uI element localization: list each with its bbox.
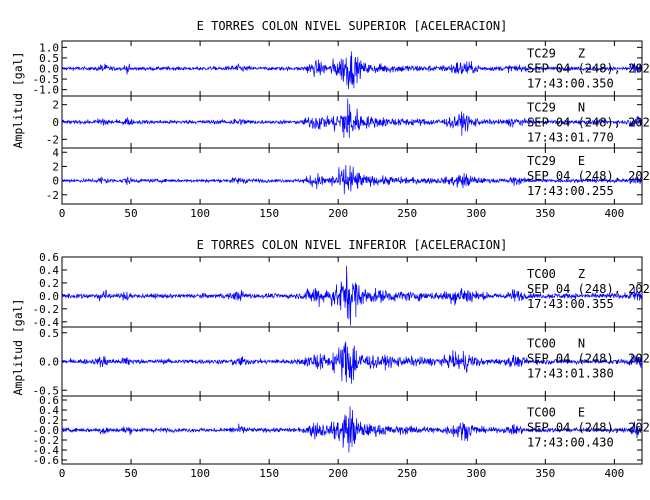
x-tick-label: 250 — [397, 467, 417, 480]
component-code: N — [578, 101, 585, 115]
component-code: E — [578, 154, 585, 168]
date-label: SEP 04 (248), 2020 — [527, 169, 650, 183]
time-label: 17:43:00.430 — [527, 435, 614, 449]
x-tick-label: 200 — [328, 207, 348, 220]
x-tick-label: 0 — [59, 207, 66, 220]
x-tick-label: 350 — [535, 207, 555, 220]
chart-panel-1: E TORRES COLON NIVEL SUPERIOR [ACELERACI… — [11, 19, 650, 220]
seismic-trace — [61, 165, 643, 195]
station-label: TC00 N — [527, 337, 585, 351]
x-tick-label: 50 — [124, 207, 137, 220]
x-tick-label: 300 — [466, 467, 486, 480]
component-code: Z — [578, 267, 585, 281]
station-code: TC00 — [527, 267, 556, 281]
station-label: TC00 E — [527, 405, 585, 419]
date-label: SEP 04 (248), 2020 — [527, 352, 650, 366]
chart-title: E TORRES COLON NIVEL SUPERIOR [ACELERACI… — [197, 19, 508, 33]
y-tick-label: 0.6 — [39, 394, 59, 407]
station-code: TC29 — [527, 101, 556, 115]
y-tick-label: 0.5 — [39, 327, 59, 340]
x-tick-label: 0 — [59, 467, 66, 480]
y-tick-label: -0.5 — [33, 384, 60, 397]
seismic-trace — [61, 406, 643, 453]
y-tick-label: 0.0 — [39, 356, 59, 369]
x-tick-label: 250 — [397, 207, 417, 220]
x-tick-label: 100 — [190, 207, 210, 220]
station-label: TC29 Z — [527, 47, 585, 61]
station-code: TC00 — [527, 405, 556, 419]
date-label: SEP 04 (248), 2020 — [527, 420, 650, 434]
date-label: SEP 04 (248), 2020 — [527, 116, 650, 130]
seismic-trace — [61, 265, 643, 326]
y-tick-label: -0.4 — [33, 444, 60, 457]
date-label: SEP 04 (248), 2020 — [527, 282, 650, 296]
y-axis-label: Amplitud [gal] — [11, 299, 25, 396]
y-tick-label: 0.2 — [39, 277, 59, 290]
x-tick-label: 350 — [535, 467, 555, 480]
x-tick-label: 300 — [466, 207, 486, 220]
station-code: TC00 — [527, 337, 556, 351]
station-label: TC29 E — [527, 154, 585, 168]
y-tick-label: -0.5 — [33, 73, 60, 86]
station-label: TC00 Z — [527, 267, 585, 281]
y-tick-label: 0.4 — [39, 404, 59, 417]
x-tick-label: 400 — [604, 207, 624, 220]
x-tick-label: 400 — [604, 467, 624, 480]
time-label: 17:43:00.350 — [527, 77, 614, 91]
seismic-trace — [61, 341, 643, 384]
seismic-trace — [61, 98, 643, 138]
trace-frame — [61, 147, 643, 205]
y-tick-label: 2 — [52, 99, 59, 112]
x-tick-label: 100 — [190, 467, 210, 480]
time-label: 17:43:00.355 — [527, 297, 614, 311]
seismic-trace — [61, 51, 643, 90]
component-code: Z — [578, 47, 585, 61]
y-tick-label: 0 — [52, 175, 59, 188]
y-tick-label: 0.6 — [39, 251, 59, 264]
y-tick-label: -0.2 — [33, 303, 60, 316]
component-code: N — [578, 337, 585, 351]
y-axis-label: Amplitud [gal] — [11, 52, 25, 149]
chart-title: E TORRES COLON NIVEL INFERIOR [ACELERACI… — [197, 238, 508, 252]
y-tick-label: 1.0 — [39, 41, 59, 54]
y-tick-label: 0.4 — [39, 264, 59, 277]
y-tick-label: -0.4 — [33, 316, 60, 329]
y-tick-label: 0.5 — [39, 52, 59, 65]
y-tick-label: 4 — [52, 146, 59, 159]
y-tick-label: 0.0 — [39, 290, 59, 303]
y-tick-label: -0.6 — [33, 454, 60, 467]
component-code: E — [578, 405, 585, 419]
y-tick-label: 2 — [52, 160, 59, 173]
y-tick-label: -0.0 — [33, 424, 60, 437]
station-code: TC29 — [527, 47, 556, 61]
date-label: SEP 04 (248), 2020 — [527, 62, 650, 76]
y-tick-label: 0 — [52, 116, 59, 129]
y-tick-label: -0.2 — [33, 434, 60, 447]
y-tick-label: 0.2 — [39, 414, 59, 427]
y-tick-label: -2 — [46, 189, 59, 202]
x-tick-label: 150 — [259, 207, 279, 220]
station-label: TC29 N — [527, 101, 585, 115]
time-label: 17:43:00.255 — [527, 184, 614, 198]
x-tick-label: 50 — [124, 467, 137, 480]
time-label: 17:43:01.380 — [527, 367, 614, 381]
x-tick-label: 200 — [328, 467, 348, 480]
y-tick-label: -2 — [46, 133, 59, 146]
time-label: 17:43:01.770 — [527, 131, 614, 145]
chart-panel-2: E TORRES COLON NIVEL INFERIOR [ACELERACI… — [11, 238, 650, 480]
y-tick-label: 0.0 — [39, 63, 59, 76]
station-code: TC29 — [527, 154, 556, 168]
y-tick-label: -1.0 — [33, 84, 60, 97]
x-tick-label: 150 — [259, 467, 279, 480]
